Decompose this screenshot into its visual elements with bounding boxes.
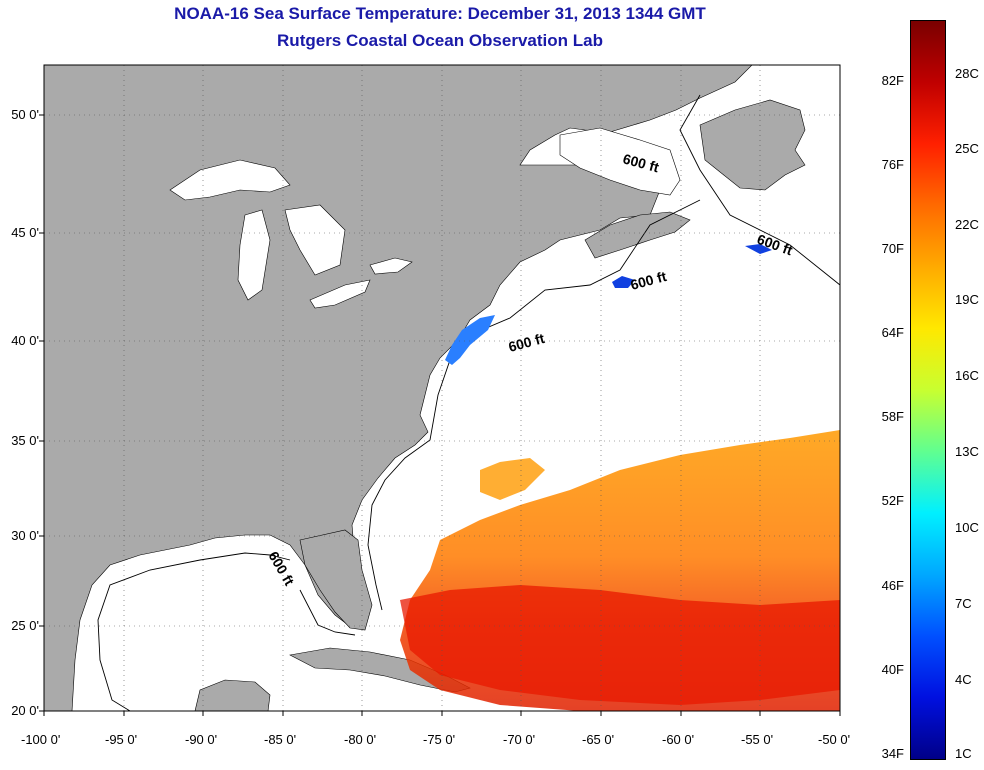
- colorbar-c-label: 28C: [955, 66, 979, 81]
- colorbar-f-label: 46F: [881, 578, 904, 593]
- land-florida: [299, 529, 373, 631]
- land-yucatan: [194, 679, 271, 711]
- sst-orange-patch-north: [480, 458, 545, 500]
- tick-marks: [39, 114, 841, 716]
- lon-tick: -80 0': [344, 732, 377, 747]
- land-nova-scotia: [584, 211, 691, 259]
- lon-tick: -100 0': [21, 732, 61, 747]
- temperature-colorbar: [910, 20, 946, 760]
- colorbar-c-label: 4C: [955, 672, 972, 687]
- lake-erie: [309, 279, 371, 309]
- colorbar-f-label: 52F: [881, 493, 904, 508]
- lat-tick: 35 0': [11, 433, 39, 448]
- sst-cold-patch-1: [445, 315, 495, 365]
- lon-tick: -60 0': [662, 732, 695, 747]
- lake-superior: [169, 159, 291, 201]
- colorbar-c-label: 22C: [955, 217, 979, 232]
- lon-tick: -65 0': [582, 732, 615, 747]
- lon-tick: -90 0': [185, 732, 218, 747]
- lat-tick: 45 0': [11, 225, 39, 240]
- land-newfoundland: [699, 99, 806, 191]
- lat-tick: 25 0': [11, 618, 39, 633]
- colorbar-f-label: 58F: [881, 409, 904, 424]
- lake-michigan: [237, 209, 271, 301]
- lon-tick: -75 0': [423, 732, 456, 747]
- colorbar-f-label: 82F: [881, 73, 904, 88]
- contour-line-gulf: [97, 552, 356, 711]
- gulf-st-lawrence: [559, 127, 681, 196]
- lat-tick: 20 0': [11, 703, 39, 718]
- lat-tick: 40 0': [11, 333, 39, 348]
- colorbar-c-label: 13C: [955, 444, 979, 459]
- sst-cold-patch-2: [612, 276, 635, 288]
- lat-tick: 50 0': [11, 107, 39, 122]
- colorbar-f-label: 34F: [881, 746, 904, 761]
- colorbar-f-label: 40F: [881, 662, 904, 677]
- colorbar-f-label: 70F: [881, 241, 904, 256]
- map-title: NOAA-16 Sea Surface Temperature: Decembe…: [174, 4, 706, 23]
- lon-tick: -85 0': [264, 732, 297, 747]
- lake-ontario: [369, 257, 413, 275]
- lon-tick: -70 0': [503, 732, 536, 747]
- colorbar-f-label: 64F: [881, 325, 904, 340]
- colorbar-c-label: 1C: [955, 746, 972, 761]
- land-north-america: [44, 65, 753, 711]
- contour-line-east-coast: [367, 94, 840, 611]
- lat-tick: 30 0': [11, 528, 39, 543]
- lon-tick: -50 0': [818, 732, 851, 747]
- colorbar-f-label: 76F: [881, 157, 904, 172]
- sst-cold-patch-3: [745, 244, 772, 254]
- lake-huron: [284, 204, 346, 276]
- colorbar-c-label: 19C: [955, 292, 979, 307]
- map-subtitle: Rutgers Coastal Ocean Observation Lab: [277, 31, 603, 50]
- colorbar-c-label: 16C: [955, 368, 979, 383]
- colorbar-c-label: 7C: [955, 596, 972, 611]
- sst-red-region: [400, 585, 840, 705]
- colorbar-c-label: 10C: [955, 520, 979, 535]
- lon-tick: -55 0': [741, 732, 774, 747]
- lon-tick: -95 0': [105, 732, 138, 747]
- colorbar-c-label: 25C: [955, 141, 979, 156]
